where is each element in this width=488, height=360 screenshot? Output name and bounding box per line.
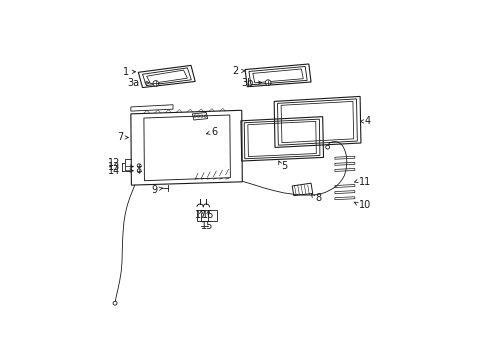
Text: 5: 5 [281, 161, 287, 171]
Text: 9: 9 [151, 185, 158, 194]
Circle shape [153, 81, 158, 86]
Text: 6: 6 [211, 127, 218, 138]
Text: 13: 13 [108, 162, 120, 172]
Text: 3b: 3b [241, 78, 253, 89]
Text: 8: 8 [314, 193, 321, 203]
Text: 2: 2 [232, 66, 239, 76]
Circle shape [137, 169, 141, 173]
Text: 14: 14 [108, 166, 120, 176]
Text: 7: 7 [117, 132, 123, 143]
Text: 3a: 3a [127, 78, 140, 88]
Circle shape [137, 164, 141, 168]
Text: 12: 12 [108, 158, 120, 168]
Text: 1: 1 [122, 67, 128, 77]
Text: 4: 4 [364, 116, 370, 126]
Text: 11: 11 [358, 177, 370, 187]
Circle shape [265, 80, 270, 85]
Text: 17: 17 [195, 210, 207, 220]
Text: 16: 16 [202, 210, 214, 220]
Bar [197, 210, 216, 221]
Text: 10: 10 [358, 199, 370, 210]
Text: 15: 15 [200, 221, 213, 231]
